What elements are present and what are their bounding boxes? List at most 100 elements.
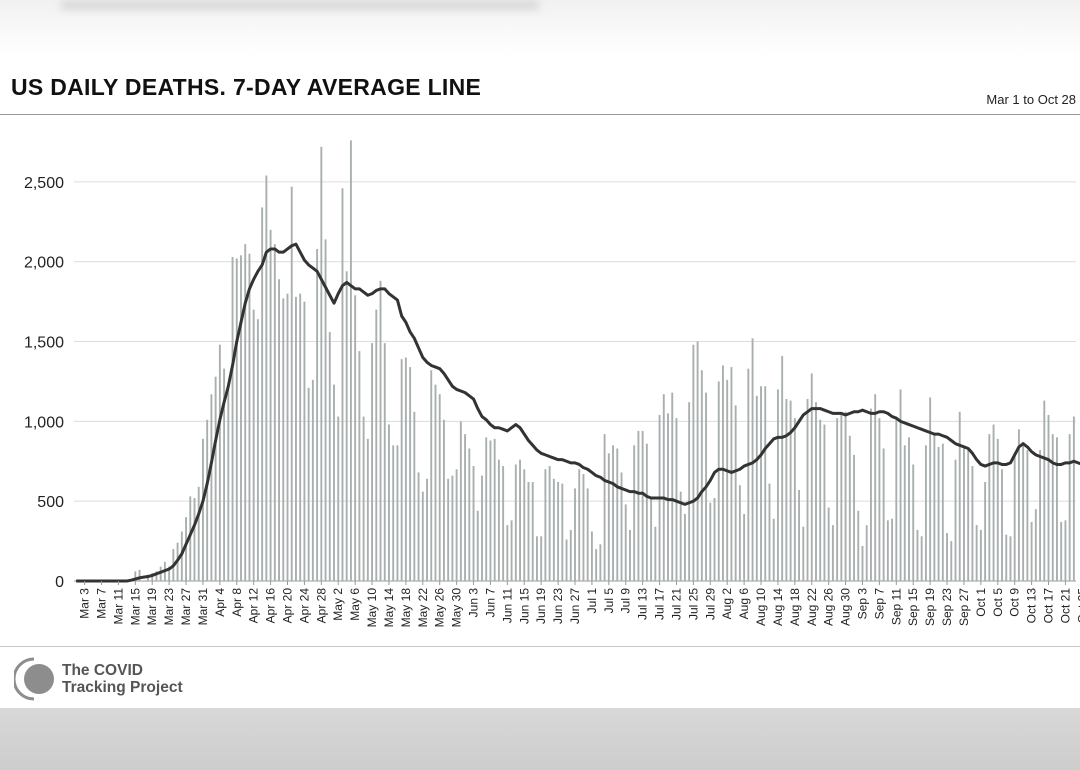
bar: [320, 146, 323, 581]
bar: [1051, 434, 1054, 581]
bar: [337, 416, 340, 581]
x-tick-label: Aug 18: [788, 588, 802, 626]
bar: [654, 526, 657, 581]
x-tick-label: Apr 20: [281, 588, 295, 624]
bar: [286, 293, 289, 581]
bar: [557, 482, 560, 581]
bar: [341, 188, 344, 581]
bar: [624, 504, 627, 581]
bar: [371, 343, 374, 581]
bar: [607, 453, 610, 581]
x-tick-label: Jun 11: [500, 588, 514, 623]
bar: [979, 529, 982, 581]
x-tick-label: May 22: [416, 588, 430, 628]
bar: [671, 392, 674, 581]
bar: [738, 485, 741, 581]
x-tick-label: Sep 11: [889, 588, 903, 625]
bar: [388, 424, 390, 581]
x-tick-label: Mar 31: [196, 588, 210, 626]
bar: [366, 438, 369, 581]
bar: [768, 483, 771, 581]
bar: [603, 434, 606, 581]
bar: [531, 482, 534, 581]
bar: [561, 483, 564, 581]
y-tick-label: 2,000: [24, 255, 64, 272]
bar: [324, 239, 327, 582]
bar: [1056, 437, 1058, 581]
x-tick-label: May 10: [365, 588, 379, 628]
bar: [345, 271, 348, 581]
bar: [692, 344, 695, 581]
bar: [629, 529, 631, 581]
bar: [713, 497, 716, 581]
x-tick-label: Aug 2: [720, 588, 734, 620]
bar: [954, 459, 957, 581]
bar: [354, 295, 357, 581]
bar: [273, 244, 276, 581]
logo-text-line2: Tracking Project: [62, 679, 183, 696]
bar: [996, 438, 999, 581]
bar: [730, 367, 733, 581]
x-tick-label: Aug 6: [737, 588, 751, 620]
bar: [1064, 520, 1067, 581]
bar: [599, 544, 602, 581]
bar: [920, 536, 923, 581]
bar: [333, 384, 335, 581]
x-tick-label: Mar 7: [94, 588, 108, 619]
y-tick-label: 1,500: [24, 335, 64, 352]
bar: [282, 298, 285, 581]
bar: [197, 486, 200, 581]
bar: [891, 518, 894, 581]
y-tick-label: 0: [55, 574, 64, 591]
bar: [497, 459, 500, 581]
x-tick-label: Jul 17: [653, 588, 667, 620]
bar: [421, 491, 424, 581]
bar: [438, 394, 441, 581]
x-tick-label: Sep 23: [940, 588, 954, 626]
bar: [992, 424, 995, 581]
date-range: Mar 1 to Oct 28: [986, 92, 1076, 107]
bar: [1060, 521, 1063, 581]
bar: [929, 397, 932, 581]
bar: [633, 445, 636, 581]
bar: [455, 469, 458, 581]
bar: [772, 518, 775, 581]
bar: [265, 175, 268, 581]
bar: [464, 434, 467, 581]
bar: [1043, 400, 1046, 581]
bar: [662, 394, 665, 581]
bar: [472, 466, 475, 581]
bar: [865, 525, 868, 582]
bar: [244, 244, 247, 581]
bar: [256, 319, 259, 581]
bar: [485, 437, 488, 581]
x-tick-label: May 14: [382, 588, 396, 628]
y-tick-label: 2,500: [24, 175, 64, 192]
bar: [975, 525, 978, 582]
bar: [375, 309, 378, 581]
bar: [1017, 429, 1020, 581]
bar: [802, 526, 805, 581]
bar: [328, 331, 331, 581]
bar: [946, 533, 948, 581]
bar: [857, 510, 860, 581]
bar: [988, 434, 991, 581]
bar: [392, 445, 395, 581]
bar: [523, 469, 526, 581]
bar: [269, 229, 272, 581]
bar: [1047, 414, 1050, 581]
bar: [316, 248, 319, 581]
bar: [489, 440, 492, 581]
bar: [679, 491, 682, 581]
x-tick-label: Apr 12: [247, 588, 261, 624]
bar: [303, 301, 306, 582]
average-line: [76, 242, 1080, 583]
bar: [967, 448, 970, 581]
bar: [519, 459, 521, 581]
bar: [895, 416, 898, 581]
bar: [493, 438, 496, 581]
bar: [722, 365, 724, 581]
bar: [789, 400, 792, 581]
y-tick-label: 500: [37, 494, 64, 511]
bar: [878, 418, 881, 581]
